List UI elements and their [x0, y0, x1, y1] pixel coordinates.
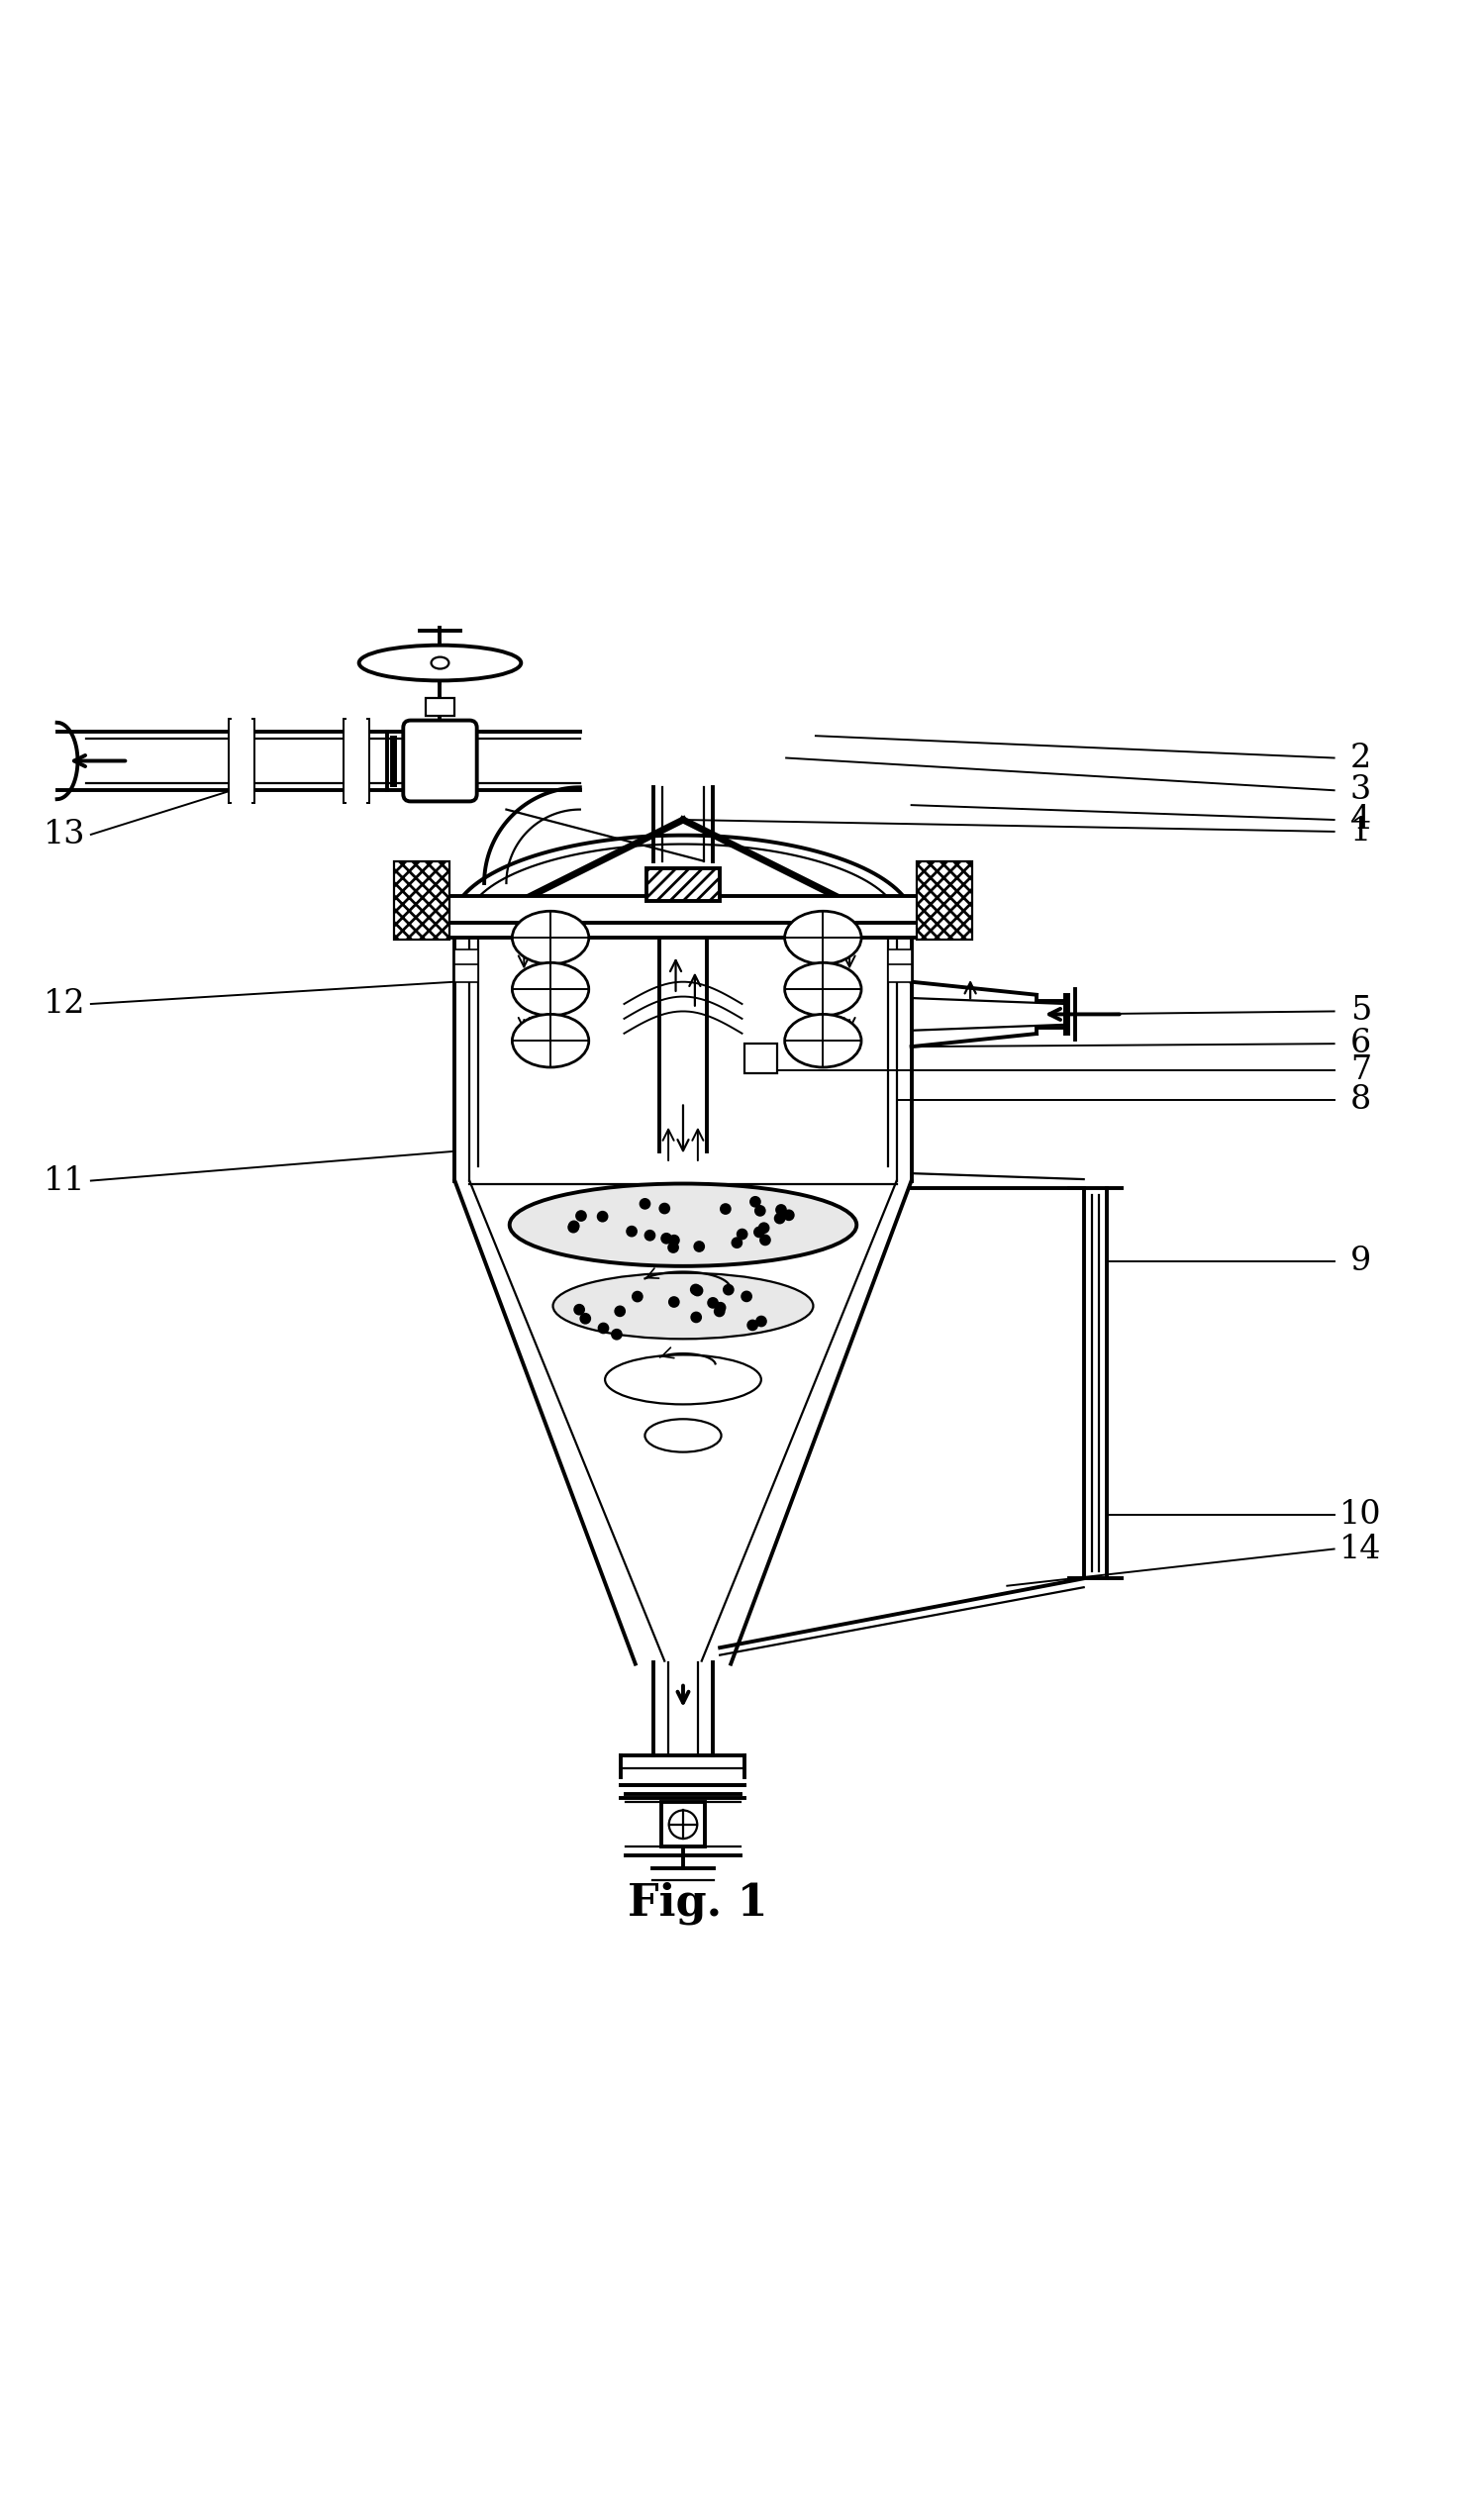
Circle shape — [669, 1297, 678, 1307]
Circle shape — [616, 1307, 625, 1317]
Circle shape — [761, 1235, 770, 1245]
Text: 1: 1 — [1350, 816, 1371, 848]
Text: 9: 9 — [1350, 1247, 1371, 1277]
FancyBboxPatch shape — [404, 721, 476, 801]
Circle shape — [715, 1307, 724, 1317]
Circle shape — [742, 1292, 751, 1302]
Text: 11: 11 — [43, 1165, 86, 1197]
Text: 12: 12 — [43, 988, 86, 1020]
Bar — [411, 895, 956, 923]
Bar — [917, 860, 972, 940]
Bar — [660, 1803, 705, 1846]
Text: 6: 6 — [1350, 1028, 1371, 1060]
Text: 7: 7 — [1350, 1055, 1371, 1085]
Circle shape — [669, 1811, 697, 1838]
Circle shape — [738, 1230, 746, 1240]
Circle shape — [600, 1324, 608, 1332]
Text: 10: 10 — [1340, 1499, 1382, 1531]
Circle shape — [574, 1304, 583, 1314]
Circle shape — [693, 1287, 702, 1294]
Circle shape — [785, 1210, 794, 1220]
Circle shape — [715, 1304, 724, 1312]
Text: 14: 14 — [1340, 1534, 1382, 1564]
Bar — [411, 923, 956, 938]
Circle shape — [669, 1237, 678, 1245]
Bar — [646, 868, 720, 900]
Circle shape — [695, 1242, 703, 1252]
Circle shape — [748, 1322, 757, 1329]
Circle shape — [751, 1197, 760, 1207]
Text: 5: 5 — [1350, 995, 1371, 1028]
Circle shape — [570, 1222, 579, 1230]
Circle shape — [757, 1317, 766, 1327]
Circle shape — [724, 1284, 733, 1294]
Circle shape — [598, 1212, 607, 1222]
Text: 3: 3 — [1350, 776, 1371, 806]
Bar — [745, 1042, 778, 1072]
Text: 13: 13 — [43, 818, 86, 850]
Ellipse shape — [785, 910, 861, 965]
Ellipse shape — [785, 1015, 861, 1067]
Circle shape — [755, 1207, 764, 1215]
Circle shape — [776, 1205, 785, 1215]
Circle shape — [733, 1240, 742, 1247]
Bar — [646, 868, 720, 900]
Circle shape — [628, 1227, 637, 1235]
Ellipse shape — [509, 1185, 856, 1267]
Text: 8: 8 — [1350, 1085, 1371, 1115]
Circle shape — [646, 1232, 654, 1240]
Circle shape — [775, 1215, 784, 1222]
Circle shape — [613, 1329, 622, 1339]
Bar — [454, 965, 478, 983]
Circle shape — [708, 1299, 717, 1307]
Circle shape — [755, 1227, 764, 1237]
Ellipse shape — [512, 910, 589, 965]
Ellipse shape — [512, 1015, 589, 1067]
Ellipse shape — [605, 1354, 761, 1404]
Text: 2: 2 — [1350, 743, 1371, 773]
Bar — [454, 950, 478, 968]
Circle shape — [641, 1200, 650, 1207]
Ellipse shape — [646, 1419, 721, 1452]
Text: 4: 4 — [1350, 803, 1371, 835]
Circle shape — [634, 1292, 643, 1302]
Ellipse shape — [554, 1272, 813, 1339]
Bar — [344, 721, 368, 803]
Circle shape — [580, 1314, 589, 1322]
Ellipse shape — [785, 963, 861, 1015]
Circle shape — [577, 1212, 586, 1220]
Circle shape — [692, 1312, 700, 1322]
Ellipse shape — [359, 646, 521, 681]
Circle shape — [721, 1205, 730, 1215]
Circle shape — [760, 1225, 769, 1232]
Bar — [393, 860, 450, 940]
Circle shape — [662, 1235, 671, 1242]
Ellipse shape — [512, 963, 589, 1015]
Circle shape — [660, 1205, 669, 1212]
Ellipse shape — [432, 656, 448, 668]
Circle shape — [692, 1284, 700, 1294]
Bar — [230, 721, 252, 803]
Bar — [887, 965, 911, 983]
Text: Fig. 1: Fig. 1 — [628, 1880, 767, 1925]
Circle shape — [669, 1242, 678, 1252]
Circle shape — [568, 1222, 577, 1232]
Bar — [887, 950, 911, 968]
Bar — [426, 698, 454, 716]
